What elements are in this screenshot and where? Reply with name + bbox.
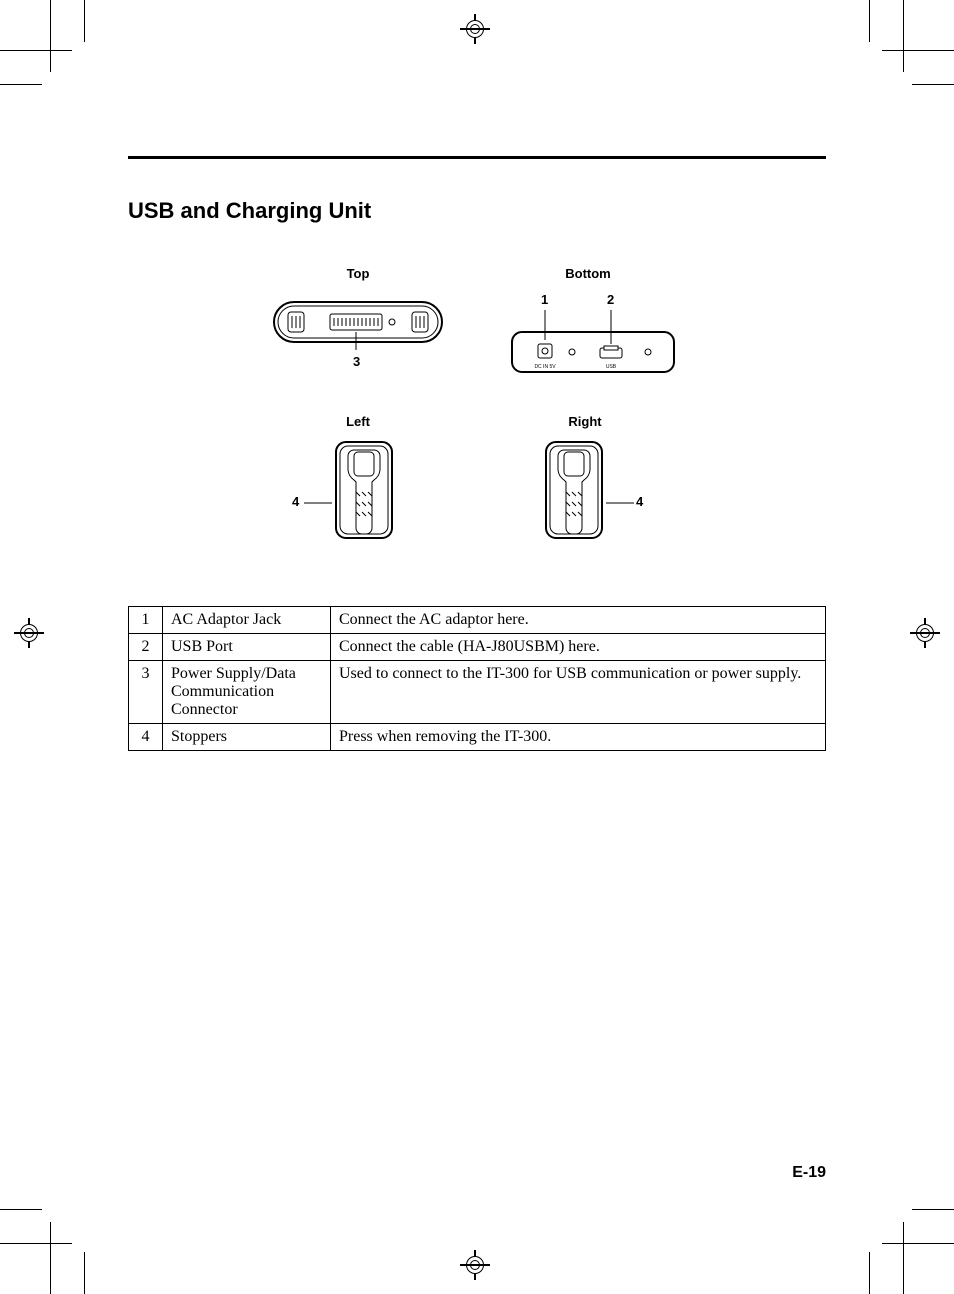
registration-target-icon xyxy=(912,620,938,646)
page-number: E-19 xyxy=(792,1164,826,1182)
crop-mark xyxy=(912,84,954,85)
crop-mark xyxy=(0,1209,42,1210)
crop-mark xyxy=(0,50,72,51)
callout-1: 1 xyxy=(541,292,548,307)
svg-text:USB: USB xyxy=(606,364,617,370)
registration-target-icon xyxy=(462,1252,488,1278)
crop-mark xyxy=(0,84,42,85)
cell-num: 4 xyxy=(129,724,163,751)
page: USB and Charging Unit Top Bottom Left Ri… xyxy=(0,0,954,1294)
callout-2: 2 xyxy=(607,292,614,307)
crop-mark xyxy=(903,0,904,72)
crop-mark xyxy=(912,1209,954,1210)
registration-target-icon xyxy=(462,16,488,42)
crop-mark xyxy=(882,50,954,51)
svg-text:DC IN 5V: DC IN 5V xyxy=(534,364,556,370)
cell-desc: Connect the AC adaptor here. xyxy=(331,607,826,634)
callout-4-left: 4 xyxy=(292,494,299,509)
figure-label-left: Left xyxy=(328,414,388,429)
cell-name: USB Port xyxy=(163,634,331,661)
cell-name: AC Adaptor Jack xyxy=(163,607,331,634)
cell-name: Stoppers xyxy=(163,724,331,751)
section-heading: USB and Charging Unit xyxy=(128,198,371,224)
left-view-diagram xyxy=(328,436,400,546)
cell-name: Power Supply/Data Communication Connecto… xyxy=(163,661,331,724)
cell-desc: Used to connect to the IT-300 for USB co… xyxy=(331,661,826,724)
crop-mark xyxy=(869,0,870,42)
cell-desc: Press when removing the IT-300. xyxy=(331,724,826,751)
right-view-diagram xyxy=(538,436,610,546)
crop-mark xyxy=(882,1243,954,1244)
table-row: 1 AC Adaptor Jack Connect the AC adaptor… xyxy=(129,607,826,634)
crop-mark xyxy=(0,1243,72,1244)
figure-label-bottom: Bottom xyxy=(548,266,628,281)
figure-area: Top Bottom Left Right 3 xyxy=(128,256,826,566)
cell-num: 3 xyxy=(129,661,163,724)
cell-desc: Connect the cable (HA-J80USBM) here. xyxy=(331,634,826,661)
parts-table: 1 AC Adaptor Jack Connect the AC adaptor… xyxy=(128,606,826,751)
cell-num: 1 xyxy=(129,607,163,634)
callout-3: 3 xyxy=(353,354,360,369)
table-row: 3 Power Supply/Data Communication Connec… xyxy=(129,661,826,724)
callout-4-right: 4 xyxy=(636,494,643,509)
crop-mark xyxy=(50,1222,51,1294)
figure-label-right: Right xyxy=(550,414,620,429)
crop-mark xyxy=(903,1222,904,1294)
figure-label-top: Top xyxy=(328,266,388,281)
leader-line xyxy=(606,502,634,504)
crop-mark xyxy=(84,0,85,42)
table-row: 2 USB Port Connect the cable (HA-J80USBM… xyxy=(129,634,826,661)
table-row: 4 Stoppers Press when removing the IT-30… xyxy=(129,724,826,751)
crop-mark xyxy=(84,1252,85,1294)
crop-mark xyxy=(869,1252,870,1294)
top-view-diagram xyxy=(268,286,448,358)
registration-target-icon xyxy=(16,620,42,646)
crop-mark xyxy=(50,0,51,72)
bottom-view-diagram: DC IN 5V USB xyxy=(508,286,678,386)
leader-line xyxy=(304,502,332,504)
cell-num: 2 xyxy=(129,634,163,661)
horizontal-rule xyxy=(128,156,826,159)
